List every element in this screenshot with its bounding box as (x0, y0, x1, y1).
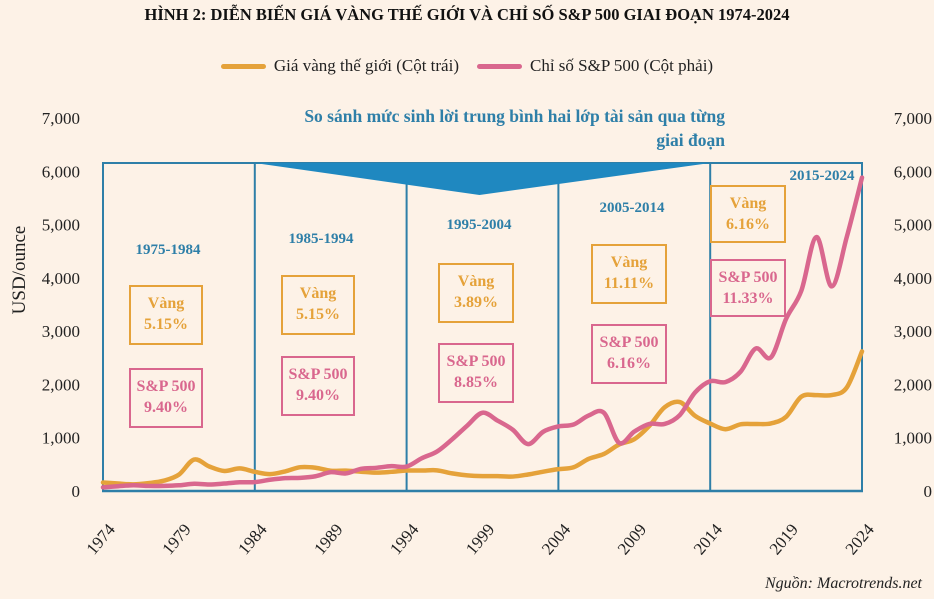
period-2015-2024: 2015-2024 Vàng 6.16% S&P 500 11.33% (710, 168, 855, 317)
x-tick-label: 2019 (766, 520, 802, 558)
sp500-return-label: S&P 500 (446, 353, 505, 370)
period-1975-1984: 1975-1984 Vàng 5.15% S&P 500 9.40% (129, 242, 203, 428)
period-frames (102, 162, 863, 492)
x-tick-label: 1974 (83, 520, 120, 559)
gold-return-value: 5.15% (144, 316, 188, 333)
gold-return-value: 5.15% (296, 306, 340, 323)
sp500-return-label: S&P 500 (136, 378, 195, 395)
sp500-return-box (438, 343, 514, 403)
gold-return-value: 3.89% (454, 294, 498, 311)
legend-item-gold: Giá vàng thế giới (Cột trái) (220, 56, 459, 76)
period-label: 1985-1994 (289, 231, 354, 247)
annotation-title: So sánh mức sinh lời trung bình hai lớp … (304, 106, 725, 150)
sp500-return-box (710, 259, 786, 317)
period-frame-outer (102, 162, 863, 492)
series-lines (100, 175, 865, 490)
gold-return-value: 11.11% (604, 275, 654, 292)
sp500-return-value: 9.40% (144, 399, 188, 416)
y-tick-right: 2,000 (894, 375, 932, 394)
series-line-gold (100, 349, 865, 487)
gold-return-label: Vàng (458, 273, 494, 290)
y-tick-right: 5,000 (894, 216, 932, 235)
gold-return-box (438, 263, 514, 323)
legend-swatch-gold (220, 63, 266, 69)
gold-return-box (591, 244, 667, 304)
gold-return-box (281, 275, 355, 335)
x-tick-label: 2009 (614, 520, 650, 558)
gold-return-label: Vàng (148, 295, 184, 312)
y-tick-right: 1,000 (894, 429, 932, 448)
series-line-sp500 (100, 175, 865, 490)
y-tick-left: 7,000 (42, 109, 80, 128)
annotation-title-line-1: So sánh mức sinh lời trung bình hai lớp … (304, 106, 725, 126)
legend-item-sp500: Chỉ số S&P 500 (Cột phải) (477, 56, 713, 76)
period-2005-2014: 2005-2014 Vàng 11.11% S&P 500 6.16% (591, 200, 667, 384)
x-tick-label: 1979 (158, 520, 194, 558)
sp500-return-box (591, 324, 667, 384)
legend-label-sp500: Chỉ số S&P 500 (Cột phải) (530, 56, 714, 75)
sp500-return-value: 8.85% (454, 374, 498, 391)
legend: Giá vàng thế giới (Cột trái) Chỉ số S&P … (0, 56, 934, 76)
sp500-return-box (129, 368, 203, 428)
x-tick-label: 1989 (310, 520, 346, 558)
gold-return-label: Vàng (611, 254, 647, 271)
gold-return-box (129, 285, 203, 345)
y-tick-left: 0 (72, 482, 81, 501)
period-1995-2004: 1995-2004 Vàng 3.89% S&P 500 8.85% (438, 217, 514, 403)
y-tick-right: 3,000 (894, 322, 932, 341)
x-tick-label: 2004 (538, 520, 575, 559)
sp500-return-value: 6.16% (607, 355, 651, 372)
axes: 0 1,000 2,000 3,000 4,000 5,000 6,000 7,000 0 1,0… (9, 109, 932, 558)
y-tick-left: 5,000 (42, 216, 80, 235)
x-tick-label: 1994 (386, 520, 423, 559)
period-label: 2015-2024 (790, 168, 855, 184)
gold-return-label: Vàng (300, 285, 336, 302)
period-1985-1994: 1985-1994 Vàng 5.15% S&P 500 9.40% (281, 231, 355, 416)
y-tick-right: 6,000 (894, 162, 932, 181)
x-tick-label: 2014 (690, 520, 727, 559)
source-note: Nguồn: Macrotrends.net (764, 575, 922, 592)
y-tick-right: 4,000 (894, 269, 932, 288)
sp500-return-value: 11.33% (722, 290, 773, 307)
y-tick-right: 7,000 (894, 109, 932, 128)
gold-return-value: 6.16% (726, 216, 770, 233)
y-tick-left: 6,000 (42, 162, 80, 181)
y-tick-left: 2,000 (42, 375, 80, 394)
x-tick-label: 1984 (234, 520, 271, 559)
gold-return-label: Vàng (730, 195, 766, 212)
sp500-return-label: S&P 500 (288, 366, 347, 383)
legend-label-gold: Giá vàng thế giới (Cột trái) (273, 56, 459, 75)
gold-return-box (710, 185, 786, 243)
x-tick-label: 2024 (842, 520, 879, 559)
y-tick-left: 1,000 (42, 429, 80, 448)
sp500-return-box (281, 356, 355, 416)
annotation-banner (254, 163, 711, 195)
y-tick-right: 0 (924, 482, 933, 501)
period-label: 1975-1984 (136, 242, 201, 258)
period-annotations: 1975-1984 Vàng 5.15% S&P 500 9.40% 1985-1994 V… (129, 168, 855, 428)
period-label: 1995-2004 (447, 217, 512, 233)
x-tick-label: 1999 (462, 520, 498, 558)
y-axis-label: USD/ounce (9, 226, 30, 315)
sp500-return-label: S&P 500 (718, 269, 777, 286)
sp500-return-label: S&P 500 (599, 334, 658, 351)
legend-swatch-sp500 (477, 63, 522, 69)
chart-title: HÌNH 2: DIỄN BIẾN GIÁ VÀNG THẾ GIỚI VÀ C… (144, 5, 790, 24)
sp500-return-value: 9.40% (296, 387, 340, 404)
period-label: 2005-2014 (600, 200, 665, 216)
annotation-title-line-2: giai đoạn (656, 130, 725, 150)
banner-arrow (254, 163, 711, 195)
y-tick-left: 4,000 (42, 269, 80, 288)
y-tick-left: 3,000 (42, 322, 80, 341)
